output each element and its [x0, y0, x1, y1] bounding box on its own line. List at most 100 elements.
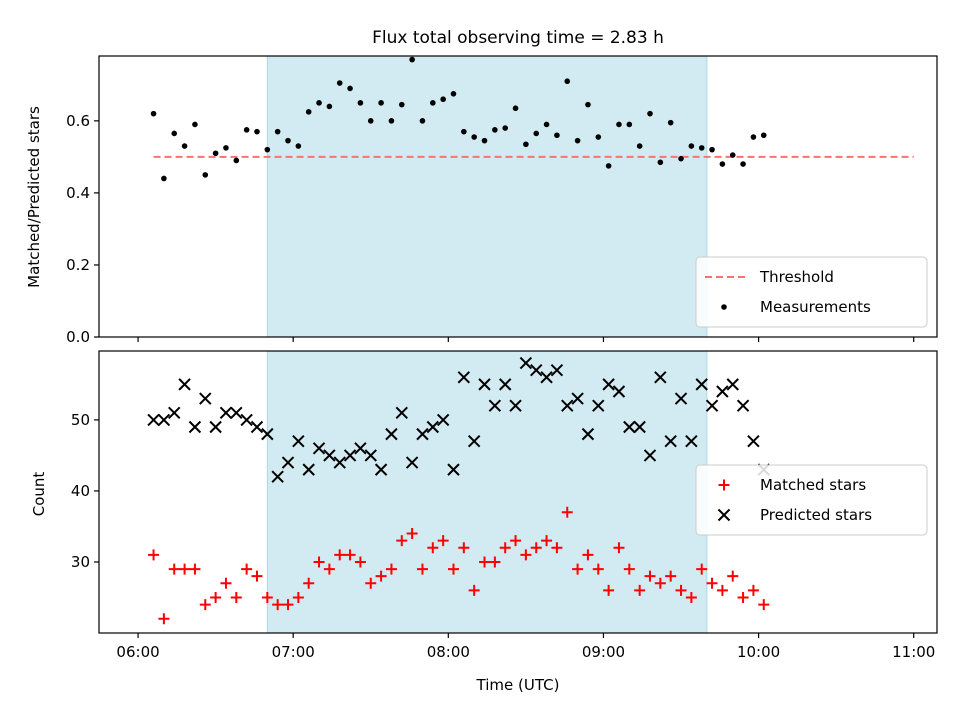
matched-star-point [665, 570, 677, 582]
matched-star-point [168, 563, 180, 575]
x-tick-label: 08:00 [427, 643, 470, 661]
matched-star-point [685, 591, 697, 603]
y-tick-label: 0.2 [66, 256, 90, 274]
predicted-star-point [602, 378, 615, 391]
measurement-point [212, 150, 219, 157]
predicted-star-point [323, 449, 336, 462]
predicted-star-point [261, 427, 274, 441]
measurement-point [243, 127, 250, 133]
matched-star-point [737, 591, 749, 603]
measurement-point [481, 137, 488, 144]
matched-star-point [354, 556, 366, 568]
matched-star-point [344, 549, 356, 561]
legend-predicted-swatch [717, 508, 731, 522]
predicted-star-point [726, 378, 739, 391]
matched-star-point [716, 584, 728, 596]
predicted-star-point [436, 413, 450, 427]
measurement-point [461, 128, 467, 135]
axes-frame [98, 55, 938, 338]
matched-star-point [603, 584, 615, 596]
matched-star-point [706, 577, 718, 589]
matched-star-point [758, 599, 770, 611]
measurement-point [678, 155, 684, 162]
y-tick-label: 0.0 [66, 328, 90, 346]
predicted-star-point [530, 363, 543, 377]
measurement-point [647, 110, 653, 117]
predicted-star-point [592, 399, 605, 412]
measurement-point [523, 141, 529, 148]
predicted-star-point [540, 371, 553, 384]
predicted-star-point [147, 413, 160, 427]
predicted-star-point [664, 435, 677, 448]
plot-area [147, 356, 770, 625]
predicted-star-point [281, 456, 295, 469]
measurement-point [295, 143, 302, 149]
predicted-star-point [333, 456, 346, 469]
y-tick-label: 40 [71, 482, 90, 500]
predicted-star-point [736, 399, 750, 412]
measurement-point [471, 134, 477, 140]
legend: Matched stars Predicted stars [695, 464, 928, 536]
measurement-point [543, 121, 550, 128]
measurement-point [409, 56, 415, 63]
measurement-point [357, 100, 364, 106]
predicted-star-point [385, 427, 398, 441]
measurement-point [512, 105, 519, 112]
matched-star-point [530, 542, 542, 554]
predicted-star-point [157, 413, 171, 427]
legend-label: Measurements [760, 298, 871, 316]
matched-star-point [437, 535, 449, 547]
predicted-star-point [467, 435, 481, 448]
matched-star-point [365, 577, 377, 589]
matched-star-point [282, 599, 294, 611]
matched-star-point [551, 542, 563, 554]
top-panel: 0.0 0.2 0.4 0.6 Threshold Measurements [66, 55, 938, 346]
matched-star-point [489, 556, 501, 568]
matched-star-point [561, 506, 573, 518]
matched-star-point [241, 563, 253, 575]
plot-area [150, 56, 914, 182]
y-tick-label: 0.4 [66, 184, 90, 202]
measurement-point [161, 175, 167, 182]
matched-star-point [520, 549, 532, 561]
measurement-point [285, 137, 291, 144]
matched-star-point [189, 563, 201, 575]
measurement-point [192, 121, 198, 128]
matched-star-point [375, 570, 387, 582]
matched-star-point [499, 542, 511, 554]
matched-star-point [510, 535, 522, 547]
predicted-star-point [240, 413, 253, 427]
matched-star-point [406, 528, 418, 540]
predicted-star-point [509, 399, 522, 412]
measurement-point [595, 134, 602, 140]
predicted-star-point [343, 449, 357, 462]
predicted-star-point [705, 399, 719, 412]
matched-star-point [644, 570, 656, 582]
predicted-star-point [612, 385, 626, 398]
measurement-point [564, 78, 571, 85]
measurement-point [336, 80, 343, 86]
matched-star-point [334, 549, 346, 561]
legend-label: Matched stars [760, 476, 866, 494]
matched-star-point [582, 549, 594, 561]
measurement-point [419, 118, 426, 124]
measurement-point [636, 143, 643, 149]
measurement-point [667, 119, 674, 126]
measurement-point [750, 134, 757, 140]
legend-box [695, 464, 928, 536]
matched-star-point [623, 563, 635, 575]
predicted-star-point [685, 435, 698, 448]
predicted-star-point [488, 399, 502, 412]
matched-star-point [427, 542, 439, 554]
predicted-star-point [571, 392, 584, 405]
legend-box [695, 256, 928, 328]
measurement-point [440, 96, 446, 103]
predicted-star-point [747, 435, 760, 448]
measurement-point [760, 132, 767, 139]
predicted-star-point [168, 406, 181, 420]
chart-title: Flux total observing time = 2.83 h [372, 28, 664, 48]
matched-star-point [292, 591, 304, 603]
matched-star-point [572, 563, 584, 575]
measurement-point [605, 163, 612, 169]
measurement-point [150, 110, 157, 117]
